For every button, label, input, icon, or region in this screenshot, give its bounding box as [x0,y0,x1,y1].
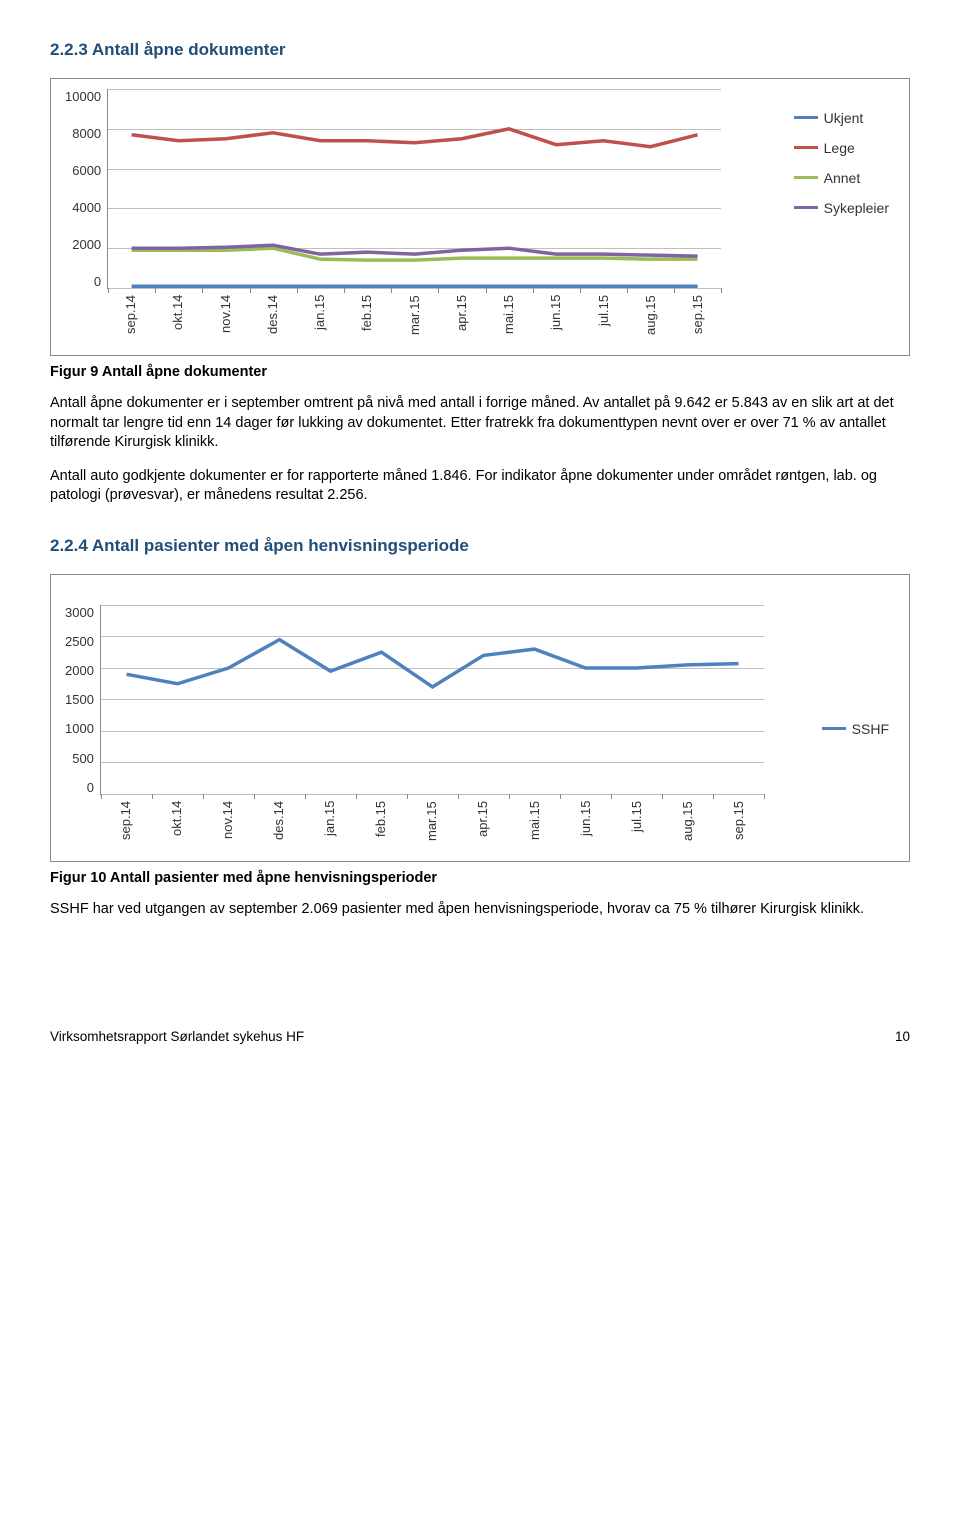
x-tick-label: mar.15 [391,295,438,351]
x-tick-label: sep.15 [713,801,764,857]
legend-item: Ukjent [794,110,889,126]
para-1b: Antall auto godkjente dokumenter er for … [50,467,910,506]
section-heading-1: 2.2.3 Antall åpne dokumenter [50,40,910,60]
legend-swatch [794,176,818,179]
x-tick-label: aug.15 [662,801,713,857]
section-heading-2: 2.2.4 Antall pasienter med åpen henvisni… [50,536,910,556]
legend-item: Sykepleier [794,200,889,216]
x-tick-label: sep.15 [674,295,721,351]
legend-label: Sykepleier [824,200,889,216]
legend-item: Annet [794,170,889,186]
x-tick-label: mai.15 [509,801,560,857]
y-tick-label: 8000 [65,126,101,141]
legend-swatch [822,727,846,730]
x-tick-label: jun.15 [532,295,579,351]
x-tick-label: feb.15 [343,295,390,351]
figure-caption-1: Figur 9 Antall åpne dokumenter [50,364,910,380]
x-tick-label: mar.15 [406,801,457,857]
chart-2: 3000 2500 2000 1500 1000 500 0 sep.14okt.14nov.… [65,605,895,857]
y-tick-label: 1500 [65,692,94,707]
para-1a: Antall åpne dokumenter er i september om… [50,394,910,453]
footer-page-number: 10 [895,1029,910,1044]
figure-caption-2: Figur 10 Antall pasienter med åpne henvi… [50,870,910,886]
footer-left: Virksomhetsrapport Sørlandet sykehus HF [50,1029,304,1044]
legend-label: SSHF [852,721,889,737]
x-tick-label: jul.15 [580,295,627,351]
y-tick-label: 2000 [65,663,94,678]
x-tick-label: aug.15 [627,295,674,351]
chart-2-frame: 3000 2500 2000 1500 1000 500 0 sep.14okt.14nov.… [50,574,910,862]
x-tick-label: okt.14 [151,801,202,857]
para-2a: SSHF har ved utgangen av september 2.069… [50,900,910,920]
legend-swatch [794,116,818,119]
y-tick-label: 6000 [65,163,101,178]
x-tick-label: apr.15 [457,801,508,857]
x-tick-label: sep.14 [107,295,154,351]
x-tick-label: jun.15 [560,801,611,857]
legend-item: SSHF [822,721,889,737]
legend-swatch [794,206,818,209]
chart-1-frame: 10000 8000 6000 4000 2000 0 sep.14okt.14nov.14… [50,78,910,356]
x-tick-label: apr.15 [438,295,485,351]
series-line [132,129,698,147]
y-tick-label: 2500 [65,634,94,649]
x-tick-label: des.14 [249,295,296,351]
x-tick-label: feb.15 [355,801,406,857]
legend-item: Lege [794,140,889,156]
y-tick-label: 2000 [65,237,101,252]
x-tick-label: nov.14 [202,801,253,857]
legend-label: Lege [824,140,855,156]
y-tick-label: 3000 [65,605,94,620]
y-tick-label: 0 [65,274,101,289]
y-tick-label: 500 [65,751,94,766]
x-tick-label: okt.14 [154,295,201,351]
x-tick-label: jan.15 [296,295,343,351]
x-tick-label: sep.14 [100,801,151,857]
legend-swatch [794,146,818,149]
y-tick-label: 1000 [65,721,94,736]
series-line [126,639,738,686]
y-tick-label: 4000 [65,200,101,215]
x-tick-label: jan.15 [304,801,355,857]
x-tick-label: des.14 [253,801,304,857]
legend-label: Annet [824,170,861,186]
x-tick-label: jul.15 [611,801,662,857]
legend-label: Ukjent [824,110,864,126]
x-tick-label: mai.15 [485,295,532,351]
chart-1: 10000 8000 6000 4000 2000 0 sep.14okt.14nov.14… [65,89,895,351]
y-tick-label: 10000 [65,89,101,104]
y-tick-label: 0 [65,780,94,795]
x-tick-label: nov.14 [202,295,249,351]
page-footer: Virksomhetsrapport Sørlandet sykehus HF … [50,1029,910,1044]
